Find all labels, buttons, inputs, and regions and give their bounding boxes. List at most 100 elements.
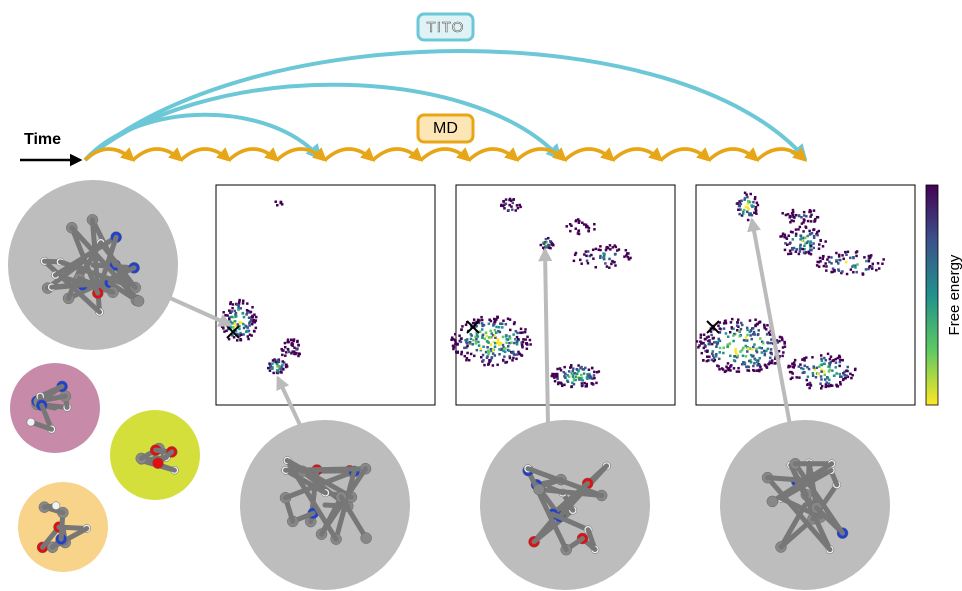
md-arc [565,149,613,160]
density-cell [845,369,848,372]
density-cell [787,253,790,256]
density-cell [833,359,836,362]
density-cell [255,319,258,322]
density-cell [845,374,848,377]
density-cell [503,200,506,203]
density-cell [576,373,579,376]
density-cell [521,345,524,348]
density-cell [587,250,590,253]
density-cell [736,324,739,327]
density-cell [452,345,455,348]
density-cell [479,348,482,351]
density-cell [476,334,479,337]
density-cell [875,269,878,272]
density-cell [803,359,806,362]
density-cell [248,317,251,320]
density-cell [545,245,548,248]
density-cell [736,329,739,332]
density-cell [828,261,831,264]
density-cell [588,227,591,230]
density-cell [750,338,753,341]
density-cell [799,250,802,253]
density-cell [465,359,468,362]
density-cell [487,363,490,366]
density-cell [242,323,245,326]
density-cell [575,227,578,230]
density-cell [819,257,822,260]
density-cell [616,249,619,252]
density-cell [482,354,485,357]
density-cell [556,378,559,381]
density-cell [274,200,277,203]
density-cell [756,351,759,354]
density-cell [849,373,852,376]
atom [361,533,372,544]
density-cell [614,264,617,267]
density-cell [487,349,490,352]
density-cell [789,371,792,374]
density-cell [560,369,563,372]
density-cell [839,356,842,359]
density-cell [238,321,241,324]
density-cell [465,324,468,327]
density-cell [240,307,243,310]
density-cell [585,226,588,229]
density-cell [779,336,782,339]
density-cell [522,341,525,344]
density-cell [526,348,529,351]
density-cell [466,338,469,341]
density-cell [736,202,739,205]
density-cell [504,347,507,350]
density-cell [577,364,580,367]
density-cell [297,344,300,347]
density-cell [707,340,710,343]
density-cell [746,211,749,214]
density-cell [822,258,825,261]
density-cell [727,335,730,338]
density-cell [252,320,255,323]
density-cell [291,345,294,348]
density-cell [564,372,567,375]
density-cell [718,368,721,371]
density-cell [800,235,803,238]
density-cell [515,209,518,212]
density-cell [781,355,784,358]
density-cell [799,244,802,247]
density-cell [830,256,833,259]
density-cell [738,335,741,338]
density-cell [494,329,497,332]
density-cell [522,338,525,341]
density-cell [882,258,885,261]
density-cell [852,271,855,274]
density-cell [792,220,795,223]
density-cell [799,226,802,229]
density-cell [297,355,300,358]
atom [533,484,544,495]
density-cell [573,260,576,263]
density-cell [829,363,832,366]
density-cell [563,375,566,378]
density-cell [747,208,750,211]
density-cell [281,360,284,363]
density-cell [715,353,718,356]
density-cell [749,193,752,196]
density-cell [865,268,868,271]
density-cell [587,230,590,233]
density-cell [505,341,508,344]
density-cell [721,367,724,370]
density-cell [466,345,469,348]
density-cell [869,265,872,268]
density-cell [838,259,841,262]
density-cell [710,334,713,337]
density-cell [238,299,241,302]
density-cell [556,368,559,371]
density-cell [592,249,595,252]
density-cell [596,371,599,374]
density-cell [483,364,486,367]
density-cell [758,357,761,360]
tito-label: TITO [427,19,465,36]
density-cell [807,376,810,379]
density-cell [735,352,738,355]
density-cell [838,365,841,368]
density-cell [232,326,235,329]
